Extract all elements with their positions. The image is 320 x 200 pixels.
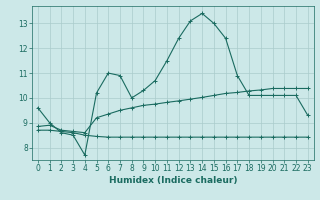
X-axis label: Humidex (Indice chaleur): Humidex (Indice chaleur): [108, 176, 237, 185]
